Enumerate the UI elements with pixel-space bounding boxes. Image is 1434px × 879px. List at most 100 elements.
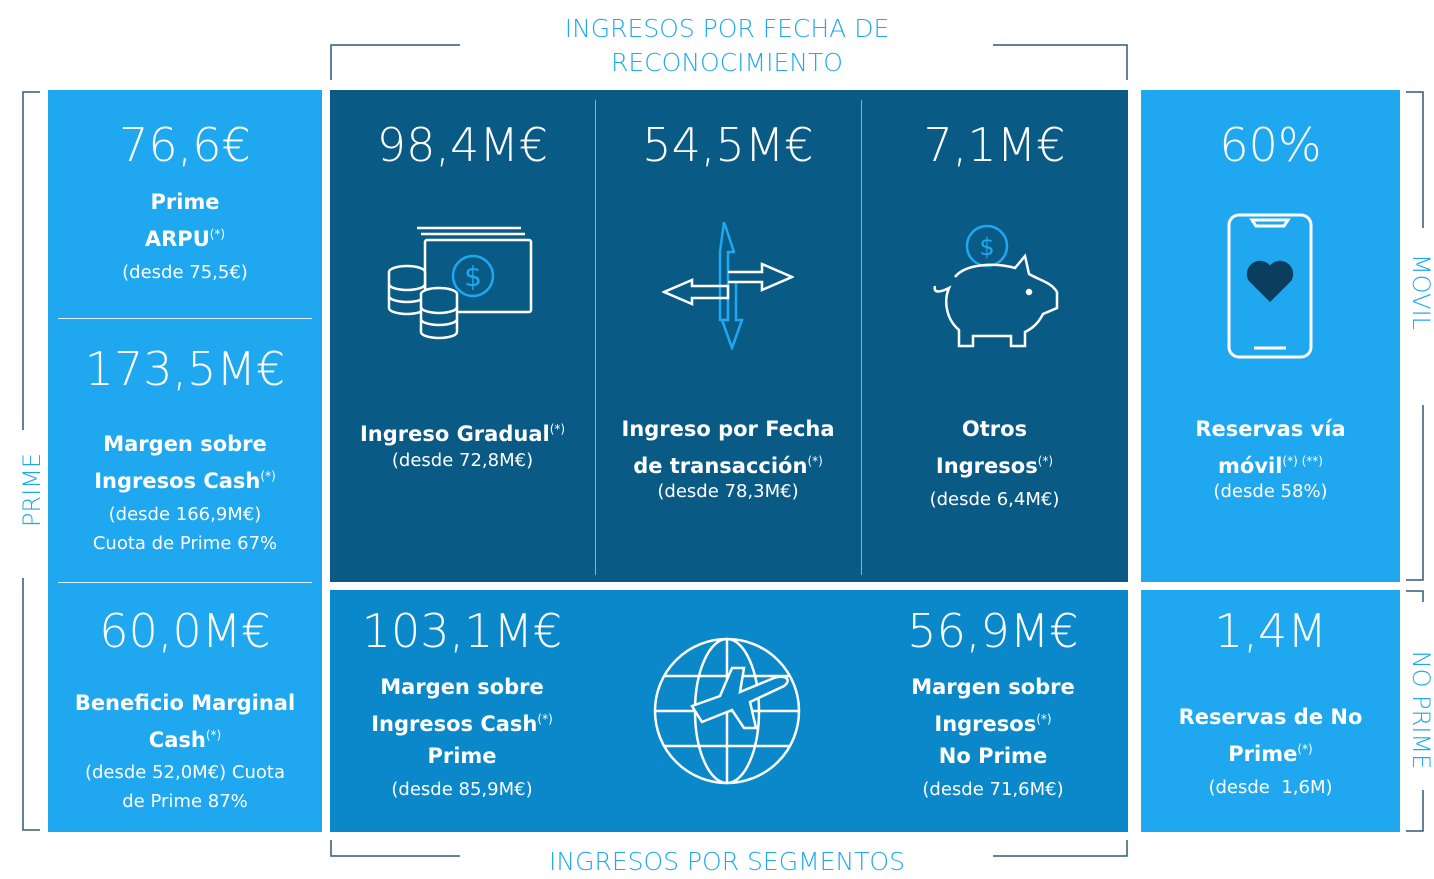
globe-icon [653,637,801,785]
bottom-label: INGRESOS POR SEGMENTOS [549,847,905,876]
card-value: 173,5M€ [84,342,286,396]
label-line: Ingresos Cash(*) [330,703,594,740]
label-line: Margen sobre [330,671,594,703]
card-sub: (desde 6,4M€) [861,485,1128,514]
card-label: Otros Ingresos(*) [861,413,1128,482]
label-text: Ingresos Cash [94,469,261,493]
separator [861,100,862,575]
separator [58,318,312,319]
footnote-mark: (*) [260,469,276,483]
svg-text:$: $ [464,260,482,293]
separator [595,100,596,575]
label-line: Ingresos(*) [861,703,1125,740]
label-line: móvil(*) (**) [1141,445,1400,482]
footnote-mark: (*) [205,728,222,742]
label-line: No Prime [861,740,1125,772]
label-line: Prime [48,186,322,218]
card-sub: (desde 71,6M€) [861,775,1125,804]
footnote-mark: (*) [537,712,553,726]
footnote-mark: (*) [1036,712,1052,726]
label-line: de transacción(*) [595,445,861,482]
label-line: Reservas de No [1141,701,1400,733]
sub-line: (desde 166,9M€) [108,504,262,525]
label-text: Ingresos Cash [371,712,538,736]
label-line: Ingreso Gradual(*) [330,413,595,450]
side-label: PRIME [18,452,46,528]
sub-line: Cuota de Prime 67% [92,533,278,554]
label-text: Margen sobre [103,432,267,456]
sub-line: (desde 52,0M€) Cuota [84,762,285,783]
piggy-icon: $ [933,224,1059,348]
label-text: Beneficio Marginal [74,691,296,715]
footnote-mark: (*) [1297,742,1313,756]
label-text: Prime [427,744,497,768]
footnote-mark: (*) [549,422,566,436]
card-value: 76,6€ [119,118,251,172]
card-value: 60,0M€ [99,604,271,658]
label-line: ARPU(*) [48,218,322,255]
label-text: Otros [961,417,1028,441]
card-sub: (desde 75,5€) [48,258,322,287]
side-label: MOVIL [1407,253,1434,331]
label-line: Otros [861,413,1128,445]
card-sub: (desde 58%) [1141,477,1400,506]
arrows-icon [662,222,794,350]
card-sub: (desde 78,3M€) [595,477,861,506]
footnote-mark: (*) [209,227,226,241]
label-text: móvil [1218,454,1283,478]
prime-panel [48,90,322,832]
mobile-panel [1141,90,1400,582]
money-icon: $ [387,226,533,340]
label-text: de transacción [633,454,808,478]
no-prime-panel [1141,590,1400,832]
card-label: Margen sobre Ingresos(*) No Prime [861,671,1125,772]
footnote-mark: (*) (**) [1282,454,1323,468]
card-sub: (desde 52,0M€) Cuota de Prime 87% [48,758,322,816]
separator [58,582,312,583]
label-line: Ingresos Cash(*) [48,460,322,497]
sub-line: (desde 85,9M€) [391,779,533,800]
top-label: INGRESOS POR FECHA DE RECONOCIMIENTO [460,12,994,80]
card-value: 1,4M [1214,604,1327,658]
card-label: Prime ARPU(*) [48,186,322,255]
card-label: Margen sobre Ingresos Cash(*) [48,428,322,497]
label-text: Ingreso Gradual [359,422,550,446]
top-bracket [330,44,1128,80]
right-bottom-bracket [1406,590,1424,832]
sub-line: (desde 58%) [1213,481,1328,502]
label-line: Ingreso por Fecha [595,413,861,445]
card-label: Beneficio Marginal Cash(*) [48,687,322,756]
phone-icon [1227,213,1313,359]
bottom-bracket [330,840,1128,857]
label-text: Cash [148,728,206,752]
label-line: Prime [330,740,594,772]
card-sub: (desde 166,9M€) Cuota de Prime 67% [48,500,322,558]
label-text: Prime [150,190,220,214]
sub-line: (desde 71,6M€) [922,779,1064,800]
label-line: Margen sobre [861,671,1125,703]
label-text: Margen sobre [380,675,544,699]
card-value: 103,1M€ [361,604,563,658]
card-value: 7,1M€ [923,118,1066,172]
label-text: Margen sobre [911,675,1075,699]
label-line: Beneficio Marginal [48,687,322,719]
card-sub: (desde 72,8M€) [330,446,595,475]
card-label: Reservas vía móvil(*) (**) [1141,413,1400,482]
svg-text:$: $ [979,233,994,261]
sub-line: (desde 75,5€) [122,262,248,283]
label-line: Margen sobre [48,428,322,460]
label-text: Reservas de No [1178,705,1363,729]
label-text: Prime [1228,742,1298,766]
sub-line: de Prime 87% [122,791,248,812]
top-label-line: INGRESOS POR FECHA DE [564,14,890,43]
footnote-mark: (*) [1037,454,1054,468]
footnote-mark: (*) [807,454,823,468]
card-sub: (desde 1,6M) [1141,773,1400,802]
label-text: No Prime [938,744,1048,768]
label-text: Ingreso por Fecha [621,417,835,441]
top-label-line: RECONOCIMIENTO [611,48,843,77]
sub-line: (desde 72,8M€) [391,450,534,471]
side-label: NO PRIME [1407,650,1434,770]
